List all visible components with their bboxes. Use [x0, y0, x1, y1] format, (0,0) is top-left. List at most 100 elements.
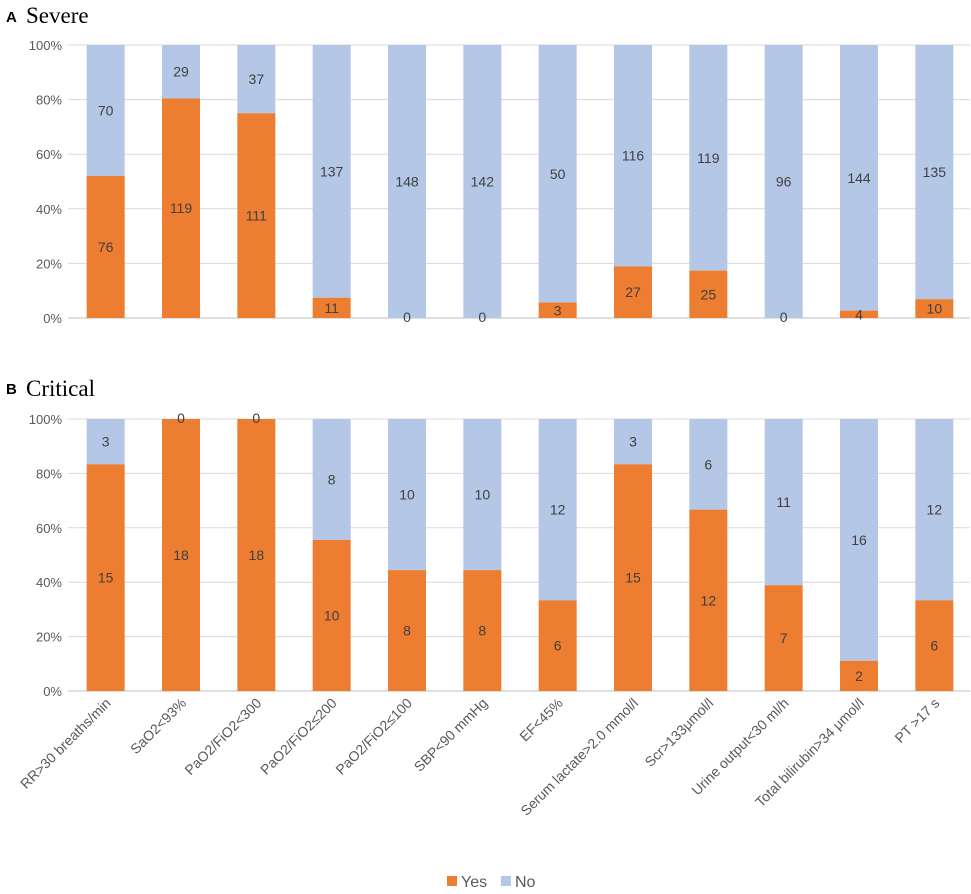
- bar-yes: [538, 600, 577, 691]
- data-label-yes: 15: [625, 570, 641, 586]
- bar-no: [312, 45, 351, 298]
- x-tick-label: PaO2/FiO2≤200: [257, 695, 340, 778]
- y-tick-label: 100%: [29, 38, 63, 53]
- data-label-yes: 8: [478, 623, 486, 639]
- data-label-no: 6: [704, 456, 712, 472]
- bar-yes: [388, 570, 426, 691]
- bar-yes: [86, 464, 125, 691]
- bar-yes: [689, 270, 728, 318]
- bar-yes: [689, 509, 728, 691]
- data-label-yes: 18: [173, 547, 189, 563]
- legend-label-yes: Yes: [461, 874, 487, 891]
- data-label-no: 3: [629, 434, 637, 450]
- bar-no: [237, 45, 276, 114]
- bar-yes: [538, 302, 577, 318]
- data-label-no: 10: [475, 487, 491, 503]
- bar-yes: [86, 175, 125, 318]
- x-tick-label: PT >17 s: [891, 695, 942, 746]
- data-label-no: 135: [923, 164, 947, 180]
- panel-a-severe: A Severe 0%20%40%60%80%100%7670119291113…: [6, 3, 970, 326]
- panel-a-letter: A: [6, 9, 17, 26]
- bar-yes: [915, 299, 954, 318]
- data-label-yes: 0: [403, 309, 411, 325]
- data-label-yes: 25: [701, 286, 717, 302]
- panel-b-title: Critical: [26, 376, 95, 401]
- bar-no: [915, 419, 954, 601]
- y-tick-label: 40%: [36, 575, 62, 590]
- bar-no: [915, 45, 954, 300]
- bar-no: [388, 419, 426, 571]
- data-label-no: 148: [395, 174, 419, 190]
- bar-no: [764, 419, 803, 586]
- y-tick-label: 80%: [36, 93, 62, 108]
- x-tick-label: Scr>133μmol/l: [641, 695, 716, 770]
- data-label-yes: 27: [625, 284, 641, 300]
- data-label-yes: 2: [855, 668, 863, 684]
- bar-no: [162, 45, 200, 99]
- panel-b-critical: B Critical 0% 20% 40% 60% 80% 100% 15 3 18 0 18 0 10…: [6, 376, 970, 699]
- data-label-yes: 6: [930, 638, 938, 654]
- bar-yes: [915, 600, 954, 691]
- data-label-yes: 0: [478, 309, 486, 325]
- y-tick-label: 60%: [36, 521, 62, 536]
- data-label-no: 137: [320, 163, 344, 179]
- data-label-yes: 76: [98, 239, 114, 255]
- bar-no: [86, 419, 125, 465]
- data-label-yes: 11: [324, 300, 339, 316]
- data-label-no: 12: [927, 502, 943, 518]
- legend-swatch-yes: [447, 876, 457, 886]
- bar-yes: [840, 310, 878, 318]
- data-label-yes: 6: [554, 638, 562, 654]
- data-label-no: 142: [471, 174, 495, 190]
- data-label-no: 0: [252, 410, 260, 426]
- bar-no: [463, 419, 502, 571]
- bar-yes: [162, 419, 200, 691]
- bar-no: [614, 45, 652, 267]
- data-label-no: 10: [399, 487, 415, 503]
- data-label-yes: 111: [246, 208, 267, 224]
- data-label-no: 11: [776, 494, 791, 510]
- data-label-no: 8: [328, 471, 336, 487]
- bar-yes: [237, 419, 276, 691]
- bar-yes: [764, 585, 803, 691]
- x-tick-label: SaO2<93%: [127, 695, 189, 757]
- bar-yes: [162, 98, 200, 318]
- x-tick-label: PaO2/FiO2<300: [181, 695, 264, 778]
- bar-yes: [840, 660, 878, 691]
- data-label-no: 0: [177, 410, 185, 426]
- bar-no: [463, 45, 502, 318]
- bar-no: [840, 419, 878, 661]
- bar-no: [538, 45, 577, 303]
- data-label-yes: 10: [927, 301, 943, 317]
- data-label-yes: 15: [98, 570, 114, 586]
- data-label-no: 96: [776, 174, 792, 190]
- data-label-no: 50: [550, 166, 566, 182]
- panel-a-title: Severe: [26, 3, 89, 28]
- bar-yes: [312, 297, 351, 318]
- bar-no: [388, 45, 426, 318]
- data-label-yes: 12: [701, 592, 717, 608]
- y-tick-label: 80%: [36, 466, 62, 481]
- legend: Yes No: [447, 874, 536, 891]
- y-tick-label: 100%: [29, 412, 63, 427]
- y-tick-label: 20%: [36, 630, 62, 645]
- bar-yes: [312, 539, 351, 691]
- bar-yes: [237, 113, 276, 318]
- bar-yes: [614, 266, 652, 318]
- legend-swatch-no: [501, 876, 511, 886]
- bar-no: [689, 419, 728, 510]
- data-label-yes: 8: [403, 623, 411, 639]
- data-label-yes: 0: [780, 309, 788, 325]
- data-label-no: 37: [249, 71, 265, 87]
- data-label-no: 116: [622, 148, 645, 164]
- y-tick-label: 20%: [36, 256, 62, 271]
- bar-yes: [614, 464, 652, 691]
- legend-label-no: No: [515, 874, 536, 891]
- data-label-no: 29: [173, 64, 189, 80]
- x-tick-label: EF<45%: [516, 695, 566, 745]
- data-label-yes: 4: [855, 306, 863, 322]
- y-tick-label: 40%: [36, 202, 62, 217]
- data-label-no: 119: [697, 150, 720, 166]
- bar-no: [86, 45, 125, 176]
